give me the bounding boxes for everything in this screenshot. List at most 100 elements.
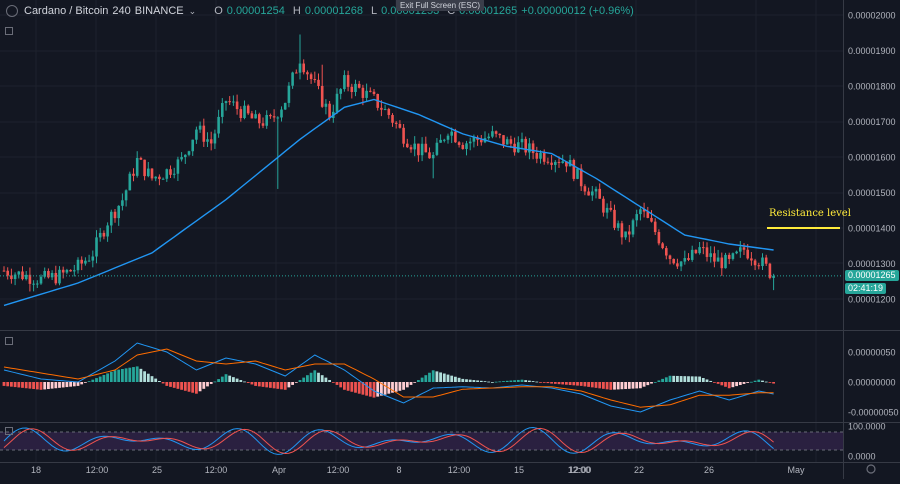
macd-histogram-bar bbox=[587, 382, 590, 387]
macd-histogram-bar bbox=[106, 373, 109, 382]
macd-histogram-bar bbox=[520, 379, 524, 382]
candle-body bbox=[291, 72, 294, 86]
macd-histogram-bar bbox=[183, 382, 187, 391]
candle-body bbox=[50, 272, 54, 278]
macd-histogram-bar bbox=[391, 382, 394, 393]
candle-body bbox=[435, 142, 439, 155]
macd-tick-label: 0.00000050 bbox=[848, 348, 896, 358]
candle-body bbox=[272, 116, 276, 118]
legend-open-label: O bbox=[214, 5, 223, 17]
chart-settings-icon[interactable] bbox=[6, 5, 18, 17]
candle-body bbox=[320, 85, 324, 107]
macd-histogram-bar bbox=[331, 382, 335, 383]
candle-body bbox=[117, 205, 120, 219]
macd-histogram-bar bbox=[590, 382, 594, 388]
candle-body bbox=[631, 220, 635, 235]
macd-histogram-bar bbox=[17, 382, 21, 388]
macd-histogram-bar bbox=[690, 376, 694, 382]
macd-histogram-bar bbox=[128, 367, 132, 382]
candle-body bbox=[228, 101, 231, 103]
time-tick-label: 26 bbox=[704, 465, 714, 475]
time-tick-label: 15 bbox=[514, 465, 524, 475]
time-tick-label: Apr bbox=[272, 465, 286, 475]
macd-histogram-bar bbox=[313, 370, 317, 382]
candle-body bbox=[735, 251, 738, 254]
candle-body bbox=[339, 89, 342, 94]
macd-histogram-bar bbox=[113, 370, 117, 382]
macd-histogram-bar bbox=[768, 382, 772, 383]
candle-body bbox=[258, 114, 261, 124]
macd-histogram-bar bbox=[565, 382, 568, 385]
candle-body bbox=[87, 260, 91, 262]
scale-settings-icon bbox=[866, 464, 876, 474]
candle-body bbox=[161, 178, 165, 180]
macd-histogram-bar bbox=[261, 382, 265, 387]
candle-body bbox=[746, 249, 749, 259]
macd-histogram-bar bbox=[639, 382, 642, 389]
legend-interval[interactable]: 240 bbox=[112, 5, 131, 17]
candle-body bbox=[283, 102, 287, 110]
macd-histogram-bar bbox=[583, 382, 587, 387]
macd-histogram-bar bbox=[624, 382, 627, 390]
candle-body bbox=[702, 247, 705, 249]
macd-histogram-bar bbox=[465, 379, 468, 382]
candle-body bbox=[650, 217, 653, 222]
price-tick-label: 0.00001800 bbox=[848, 82, 896, 92]
candle-body bbox=[646, 211, 650, 218]
candle-body bbox=[550, 162, 553, 165]
macd-histogram-bar bbox=[283, 382, 287, 390]
candle-body bbox=[520, 138, 524, 143]
stoch-k-line bbox=[3, 426, 774, 455]
candle-body bbox=[616, 223, 620, 228]
price-tick-label: 0.00001300 bbox=[848, 259, 896, 269]
macd-histogram-bar bbox=[461, 378, 465, 382]
candle-body bbox=[246, 105, 250, 114]
chevron-down-icon[interactable]: ⌄ bbox=[188, 5, 197, 16]
macd-histogram-bar bbox=[121, 369, 124, 382]
macd-histogram-bar bbox=[202, 382, 206, 389]
macd-histogram-bar bbox=[239, 380, 243, 382]
macd-histogram-bar bbox=[442, 373, 446, 382]
macd-histogram-bar bbox=[287, 382, 291, 388]
candle-body bbox=[139, 157, 143, 160]
macd-settings-icon[interactable] bbox=[5, 337, 13, 345]
macd-histogram-bar bbox=[213, 381, 217, 383]
candle-body bbox=[58, 269, 61, 284]
macd-histogram-bar bbox=[479, 380, 483, 382]
pane-toggle-icon[interactable] bbox=[5, 27, 13, 35]
macd-histogram-bar bbox=[269, 382, 272, 388]
candle-body bbox=[354, 83, 357, 93]
candle-body bbox=[461, 144, 465, 149]
candle-body bbox=[642, 209, 646, 212]
stoch-settings-icon[interactable] bbox=[5, 427, 13, 435]
candle-body bbox=[539, 152, 542, 159]
candle-body bbox=[150, 168, 154, 179]
macd-histogram-bar bbox=[361, 382, 365, 395]
legend-symbol[interactable]: Cardano / Bitcoin bbox=[24, 5, 109, 17]
candle-body bbox=[542, 152, 546, 162]
candle-body bbox=[491, 131, 494, 137]
candle-body bbox=[694, 249, 698, 254]
candle-body bbox=[328, 103, 331, 118]
candle-body bbox=[724, 254, 727, 269]
candle-body bbox=[561, 161, 564, 163]
exit-fullscreen-button[interactable]: Exit Full Screen (ESC) bbox=[396, 0, 485, 11]
time-tick-label: 12:00 bbox=[568, 465, 591, 475]
candle-body bbox=[154, 176, 157, 179]
candle-body bbox=[624, 231, 627, 238]
macd-histogram-bar bbox=[409, 382, 413, 385]
candle-body bbox=[683, 258, 687, 262]
macd-histogram-bar bbox=[135, 366, 139, 382]
candle-body bbox=[380, 107, 383, 110]
candle-body bbox=[43, 271, 46, 277]
macd-histogram-bar bbox=[420, 377, 424, 382]
macd-histogram-bar bbox=[302, 377, 306, 382]
candle-body bbox=[639, 209, 642, 215]
macd-line bbox=[3, 342, 774, 413]
macd-histogram-bar bbox=[398, 382, 402, 391]
candle-body bbox=[98, 232, 102, 238]
candle-body bbox=[591, 191, 594, 196]
candle-body bbox=[406, 143, 409, 148]
